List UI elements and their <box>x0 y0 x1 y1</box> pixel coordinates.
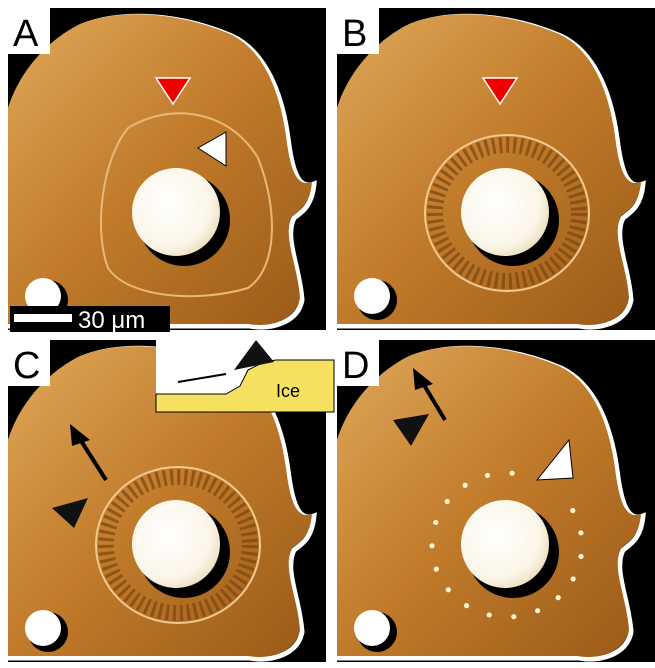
small-hole <box>25 610 61 646</box>
particle <box>429 543 434 548</box>
particle <box>463 483 468 488</box>
panel-label: C <box>13 345 40 387</box>
panel: C Ice <box>8 340 334 662</box>
particle <box>570 508 575 513</box>
particle <box>445 499 450 504</box>
particle <box>509 471 514 476</box>
particle <box>434 567 439 572</box>
panel: B <box>337 8 655 330</box>
figure: A 30 μm B C Ice D <box>0 0 655 663</box>
scale-bar <box>14 314 72 322</box>
panel: D <box>337 340 655 662</box>
small-hole <box>354 278 390 314</box>
panel-label: B <box>342 13 367 55</box>
hole <box>132 168 220 256</box>
panel-label: D <box>342 345 369 387</box>
particle <box>571 576 576 581</box>
hole <box>461 168 549 256</box>
particle <box>556 595 561 600</box>
particle <box>485 473 490 478</box>
particle <box>464 603 469 608</box>
particle <box>578 530 583 535</box>
hole <box>132 500 220 588</box>
inset-label: Ice <box>276 381 300 401</box>
panel-label: A <box>13 13 39 55</box>
particle <box>511 614 516 619</box>
particle <box>578 554 583 559</box>
small-hole <box>354 610 390 646</box>
particle <box>433 520 438 525</box>
particle <box>535 608 540 613</box>
particle <box>487 612 492 617</box>
inset: Ice <box>156 340 334 412</box>
hole <box>461 500 549 588</box>
particle <box>446 587 451 592</box>
scale-label: 30 μm <box>78 307 145 334</box>
panel: A 30 μm <box>8 8 326 334</box>
